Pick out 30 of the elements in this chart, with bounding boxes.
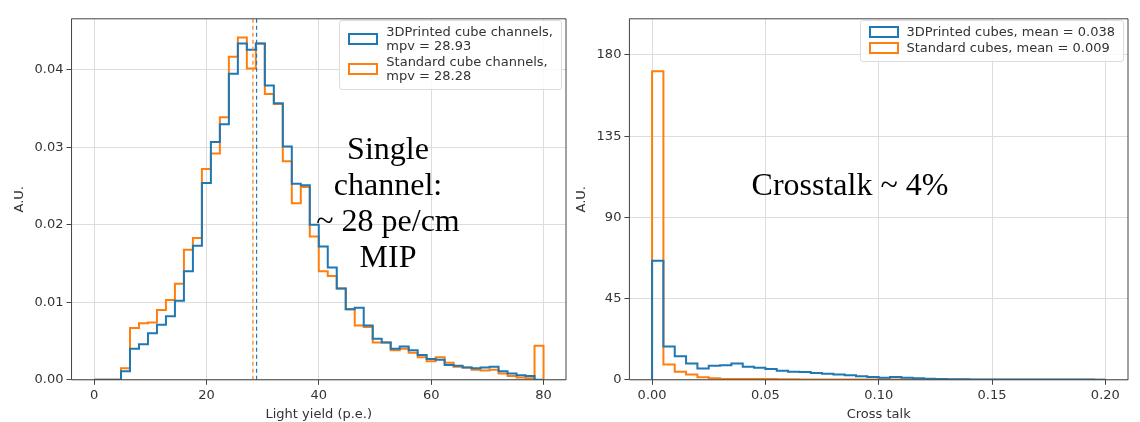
y-tick-label: 180 xyxy=(596,46,622,62)
y-tick-label: 90 xyxy=(604,208,622,224)
y-tick-label: 135 xyxy=(596,127,622,143)
x-tick-label: 0.00 xyxy=(637,386,667,402)
y-tick-label: 0.02 xyxy=(34,216,64,232)
x-tick-label: 80 xyxy=(535,386,552,402)
annotation: Crosstalk ~ 4% xyxy=(750,166,950,202)
x-axis-title: Light yield (p.e.) xyxy=(265,405,373,421)
y-tick-label: 0 xyxy=(613,371,622,387)
x-tick-label: 60 xyxy=(422,386,440,402)
annotation: Single channel: ~ 28 pe/cm MIP xyxy=(315,130,461,274)
legend-label: 3DPrinted cube channels, mpv = 28.93 xyxy=(386,24,553,53)
y-tick-label: 0.00 xyxy=(34,371,64,387)
x-tick-label: 0.05 xyxy=(750,386,780,402)
legend-label: Standard cube channels, mpv = 28.28 xyxy=(386,54,548,83)
x-tick-label: 0.15 xyxy=(977,386,1007,402)
y-tick-label: 45 xyxy=(604,289,622,305)
y-tick-label: 0.03 xyxy=(34,138,64,154)
y-tick-label: 0.01 xyxy=(34,293,64,309)
y-tick-label: 0.04 xyxy=(34,61,64,77)
x-tick-label: 20 xyxy=(198,386,215,402)
x-tick-label: 0.10 xyxy=(864,386,894,402)
x-tick-label: 0 xyxy=(89,386,99,402)
y-axis-title: A.U. xyxy=(573,186,589,213)
legend-label: 3DPrinted cubes, mean = 0.038 xyxy=(906,24,1115,39)
x-axis-title: Cross talk xyxy=(846,405,912,421)
legend-label: Standard cubes, mean = 0.009 xyxy=(906,40,1110,55)
y-axis-title: A.U. xyxy=(11,186,27,213)
x-tick-label: 0.20 xyxy=(1090,386,1120,402)
x-tick-label: 40 xyxy=(310,386,328,402)
